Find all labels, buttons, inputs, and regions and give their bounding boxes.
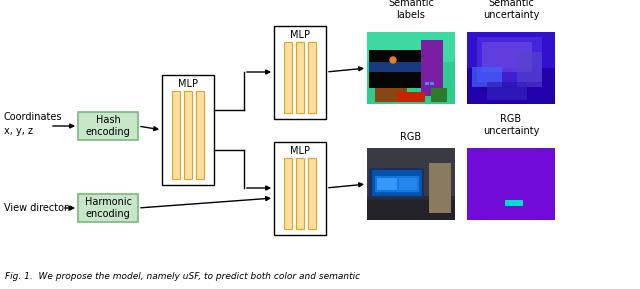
Bar (296, 158, 304, 229)
Text: MLP: MLP (290, 29, 310, 40)
Bar (367, 148, 455, 220)
Bar (162, 75, 214, 185)
Bar (517, 52, 542, 87)
Bar (172, 91, 180, 179)
Bar (425, 82, 429, 85)
Text: Fig. 1.  We propose the model, namely uSF, to predict both color and semantic: Fig. 1. We propose the model, namely uSF… (5, 272, 360, 281)
Bar (184, 91, 192, 179)
Bar (367, 148, 455, 196)
Bar (487, 82, 527, 100)
Text: Semantic
labels: Semantic labels (388, 0, 434, 20)
Bar (375, 88, 407, 102)
Bar (421, 40, 443, 96)
Circle shape (390, 57, 396, 63)
Bar (308, 42, 316, 112)
Bar (284, 158, 292, 229)
Bar (467, 148, 555, 220)
Bar (399, 178, 417, 190)
Bar (367, 32, 455, 104)
Bar (296, 42, 304, 112)
Bar (369, 168, 424, 198)
Bar (367, 32, 455, 62)
Bar (375, 176, 419, 192)
Text: Hash
encoding: Hash encoding (86, 115, 131, 137)
Bar (372, 170, 422, 196)
Text: MLP: MLP (290, 145, 310, 155)
Bar (482, 42, 532, 72)
Bar (505, 200, 523, 206)
Text: Coordinates
x, y, z: Coordinates x, y, z (4, 112, 63, 136)
Text: Semantic
uncertainty: Semantic uncertainty (483, 0, 539, 20)
Bar (467, 32, 555, 68)
Bar (472, 67, 502, 87)
Bar (367, 200, 455, 220)
Text: RGB: RGB (401, 132, 422, 142)
Bar (377, 178, 397, 190)
Bar (397, 92, 425, 102)
Text: RGB
uncertainty: RGB uncertainty (483, 114, 539, 136)
Text: Harmonic
encoding: Harmonic encoding (84, 197, 131, 219)
Text: View directon: View directon (4, 203, 70, 213)
Bar (196, 91, 204, 179)
Bar (308, 158, 316, 229)
Bar (274, 142, 326, 234)
Bar (274, 25, 326, 118)
Bar (431, 88, 447, 102)
Bar (467, 148, 555, 220)
Bar (78, 112, 138, 140)
Bar (467, 32, 555, 104)
Bar (284, 42, 292, 112)
Bar (78, 194, 138, 222)
Bar (429, 163, 451, 213)
Text: MLP: MLP (178, 79, 198, 89)
Bar (430, 82, 434, 85)
Bar (477, 37, 542, 82)
Bar (369, 50, 421, 88)
Bar (369, 62, 421, 72)
